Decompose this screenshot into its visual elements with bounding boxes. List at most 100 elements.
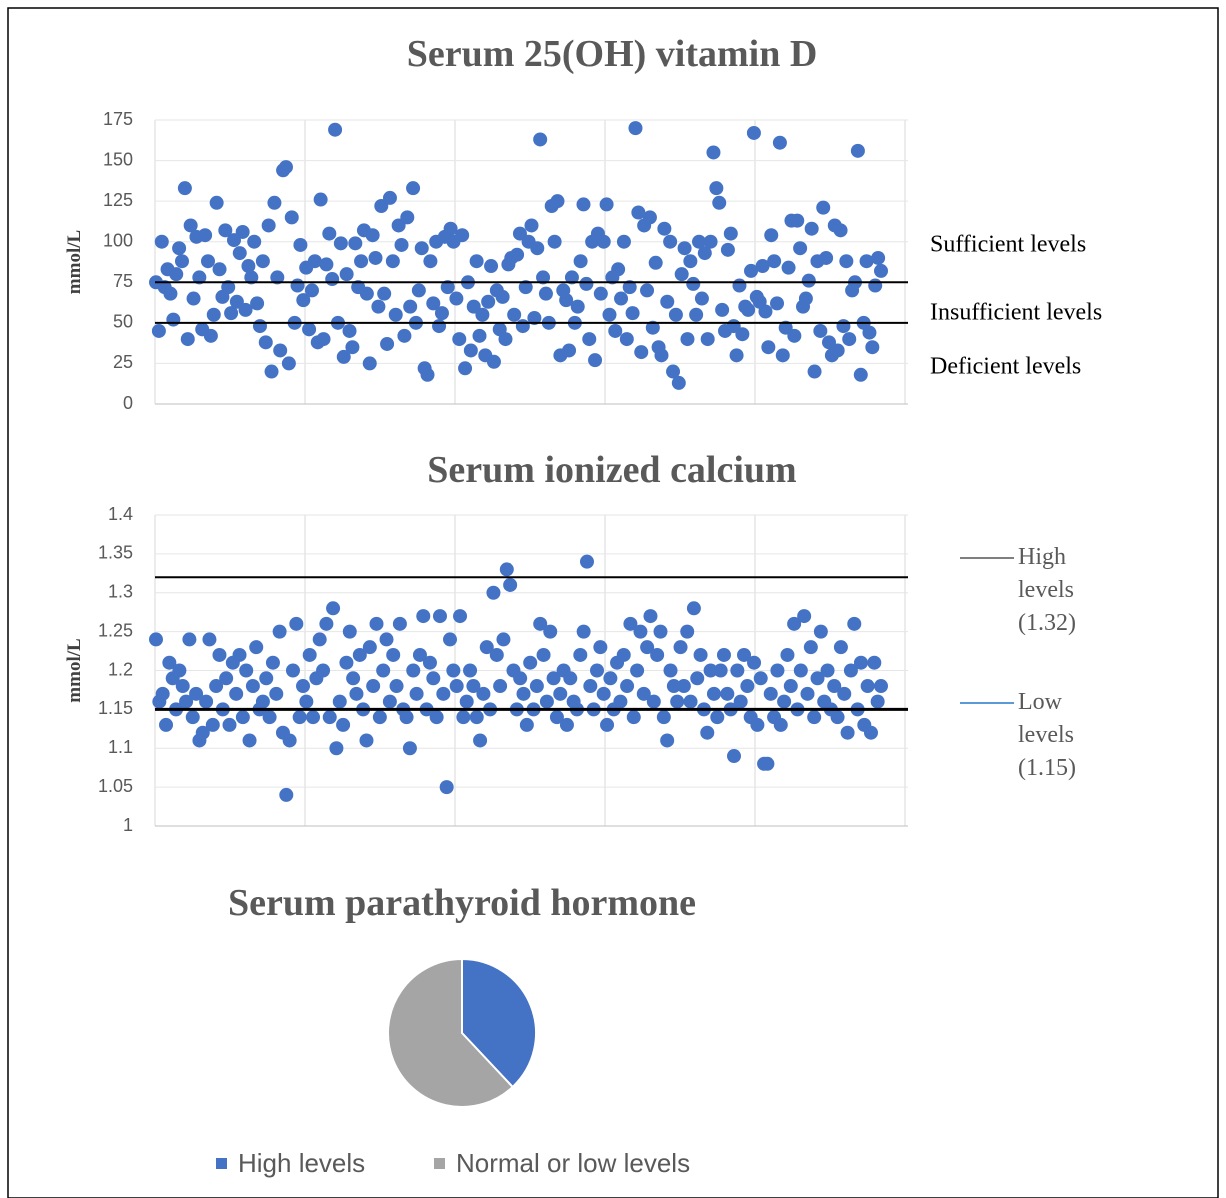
point bbox=[510, 247, 525, 262]
point bbox=[726, 749, 741, 764]
point bbox=[432, 319, 447, 334]
point bbox=[172, 663, 187, 678]
point bbox=[382, 694, 397, 709]
point bbox=[770, 296, 785, 311]
point bbox=[712, 195, 727, 210]
point bbox=[224, 306, 239, 321]
point bbox=[819, 250, 834, 265]
point bbox=[366, 679, 381, 694]
point bbox=[653, 624, 668, 639]
point bbox=[865, 340, 880, 355]
point bbox=[229, 686, 244, 701]
legend-swatch bbox=[216, 1158, 227, 1169]
point bbox=[626, 710, 641, 725]
point bbox=[359, 733, 374, 748]
point bbox=[576, 197, 591, 212]
point bbox=[536, 647, 551, 662]
point bbox=[576, 624, 591, 639]
y-tick-label: 0 bbox=[123, 393, 133, 413]
point bbox=[697, 246, 712, 261]
point bbox=[515, 319, 530, 334]
point bbox=[264, 364, 279, 379]
point bbox=[616, 234, 631, 249]
point bbox=[518, 280, 533, 295]
point bbox=[279, 787, 294, 802]
point bbox=[853, 655, 868, 670]
point bbox=[394, 237, 409, 252]
point bbox=[836, 319, 851, 334]
legend-label: High levels (1.32) bbox=[1018, 544, 1076, 636]
point bbox=[746, 125, 761, 140]
point bbox=[686, 601, 701, 616]
point bbox=[689, 307, 704, 322]
point bbox=[380, 336, 395, 351]
point bbox=[744, 263, 759, 278]
point bbox=[874, 263, 888, 278]
point bbox=[853, 367, 868, 382]
point bbox=[221, 280, 236, 295]
point bbox=[372, 710, 387, 725]
point bbox=[205, 717, 220, 732]
point bbox=[693, 647, 708, 662]
point bbox=[282, 733, 297, 748]
point bbox=[177, 181, 192, 196]
point bbox=[365, 228, 380, 243]
point bbox=[420, 367, 435, 382]
point bbox=[200, 254, 215, 269]
point bbox=[642, 210, 657, 225]
point bbox=[530, 241, 545, 256]
point bbox=[316, 332, 331, 347]
point bbox=[741, 302, 756, 317]
point bbox=[546, 671, 561, 686]
point bbox=[871, 250, 886, 265]
chart-title: Serum parathyroid hormone bbox=[228, 882, 696, 924]
page-border bbox=[7, 7, 1219, 1198]
point bbox=[422, 655, 437, 670]
point bbox=[513, 671, 528, 686]
point bbox=[608, 323, 623, 338]
point bbox=[336, 349, 351, 364]
point bbox=[611, 262, 626, 277]
point bbox=[183, 218, 198, 233]
y-tick-label: 1.2 bbox=[108, 659, 133, 679]
point bbox=[593, 286, 608, 301]
point bbox=[388, 307, 403, 322]
point bbox=[476, 686, 491, 701]
y-tick-label: 25 bbox=[113, 352, 133, 372]
point bbox=[346, 671, 361, 686]
point bbox=[807, 364, 822, 379]
annotation: Sufficient levels bbox=[930, 232, 1086, 258]
point bbox=[436, 686, 451, 701]
point bbox=[328, 122, 343, 137]
y-tick-label: 1.4 bbox=[108, 504, 133, 524]
point bbox=[235, 224, 250, 239]
point bbox=[716, 647, 731, 662]
point bbox=[830, 710, 845, 725]
chart-title: Serum ionized calcium bbox=[427, 449, 796, 491]
point bbox=[770, 663, 785, 678]
point bbox=[842, 332, 857, 347]
point bbox=[249, 640, 264, 655]
point bbox=[646, 694, 661, 709]
point bbox=[793, 241, 808, 256]
point bbox=[192, 270, 207, 285]
point bbox=[582, 332, 597, 347]
point bbox=[760, 756, 775, 771]
point bbox=[603, 671, 618, 686]
point bbox=[443, 221, 458, 236]
point bbox=[258, 335, 273, 350]
point bbox=[772, 135, 787, 150]
point bbox=[299, 694, 314, 709]
point bbox=[469, 254, 484, 269]
point bbox=[602, 307, 617, 322]
point bbox=[498, 332, 513, 347]
point bbox=[377, 286, 392, 301]
point bbox=[496, 632, 511, 647]
annotation: Deficient levels bbox=[930, 354, 1081, 380]
point bbox=[269, 686, 284, 701]
point bbox=[486, 585, 501, 600]
point bbox=[533, 616, 548, 631]
legend-label: High levels bbox=[238, 1148, 365, 1178]
point bbox=[469, 710, 484, 725]
